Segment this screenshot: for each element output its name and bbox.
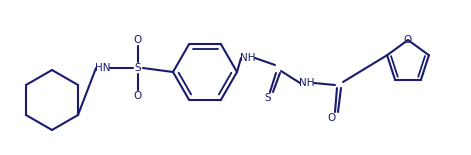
Text: O: O xyxy=(404,35,412,45)
Text: O: O xyxy=(134,35,142,45)
Text: NH: NH xyxy=(240,53,256,63)
Text: S: S xyxy=(135,63,141,73)
Text: NH: NH xyxy=(299,78,315,88)
Text: S: S xyxy=(265,93,271,103)
Text: O: O xyxy=(328,113,336,123)
Text: HN: HN xyxy=(95,63,111,73)
Text: O: O xyxy=(134,91,142,101)
